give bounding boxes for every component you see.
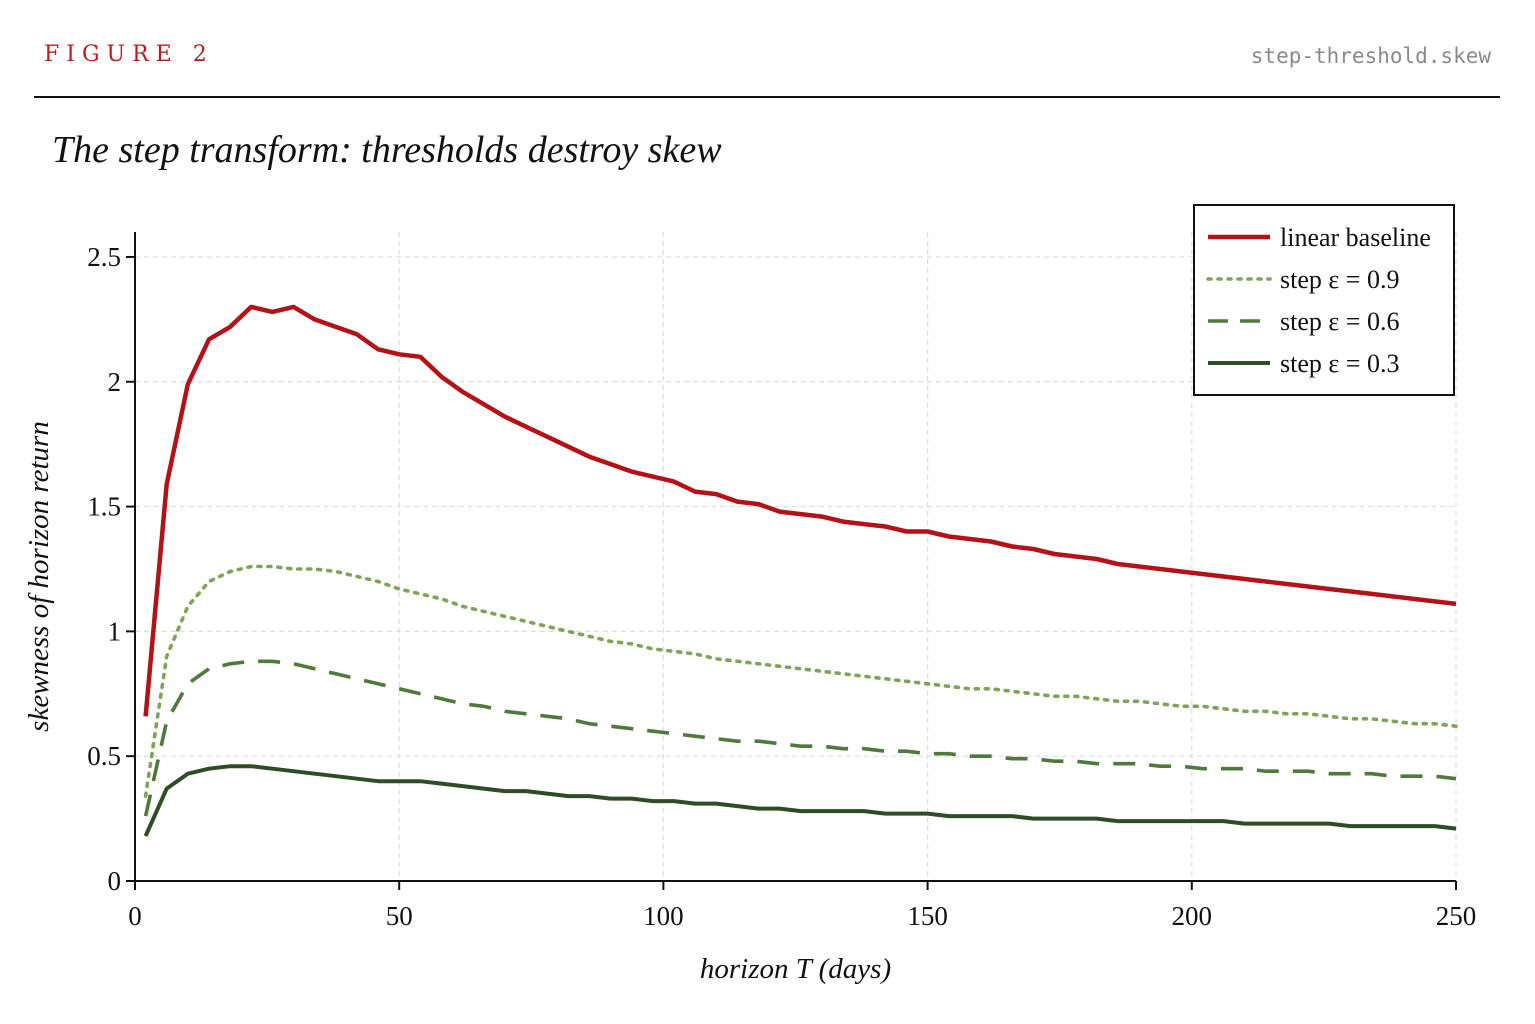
chart-title: The step transform: thresholds destroy s… xyxy=(52,129,722,171)
x-axis-label: horizon T (days) xyxy=(700,953,891,985)
y-tick-label: 1 xyxy=(108,616,122,646)
series-line-2 xyxy=(143,564,1458,798)
y-axis-label: skewness of horizon return xyxy=(23,421,55,732)
header-rule xyxy=(34,96,1500,98)
axes xyxy=(126,232,1457,890)
legend: linear baseline step ε = 0.9 step ε = 0.6 s… xyxy=(1193,204,1455,396)
series-line-4 xyxy=(143,764,1457,837)
x-tick-label: 200 xyxy=(1172,901,1213,931)
x-tick-label: 250 xyxy=(1436,901,1477,931)
series-line-1 xyxy=(143,304,1457,717)
x-tick-label: 150 xyxy=(907,901,948,931)
series-lines xyxy=(143,304,1458,837)
figure-label: FIGURE 2 xyxy=(44,42,214,67)
y-tick-label: 2.5 xyxy=(87,242,121,272)
x-tick-label: 100 xyxy=(643,901,684,931)
tick-labels: 0 0.5 1 1.5 2 2.5 0 50 100 150 200 250 xyxy=(87,242,1476,931)
y-tick-label: 0 xyxy=(108,866,122,896)
legend-label-1: linear baseline xyxy=(1280,223,1431,252)
legend-label-3: step ε = 0.6 xyxy=(1280,307,1399,336)
grid xyxy=(135,232,1457,881)
y-tick-label: 0.5 xyxy=(87,741,121,771)
series-line-3 xyxy=(143,659,1457,817)
y-tick-label: 2 xyxy=(108,367,122,397)
file-name: step-threshold.skew xyxy=(1250,44,1491,68)
y-tick-label: 1.5 xyxy=(87,492,121,522)
x-tick-label: 50 xyxy=(386,901,413,931)
legend-label-2: step ε = 0.9 xyxy=(1280,265,1399,294)
x-tick-label: 0 xyxy=(128,901,142,931)
legend-label-4: step ε = 0.3 xyxy=(1280,349,1399,378)
